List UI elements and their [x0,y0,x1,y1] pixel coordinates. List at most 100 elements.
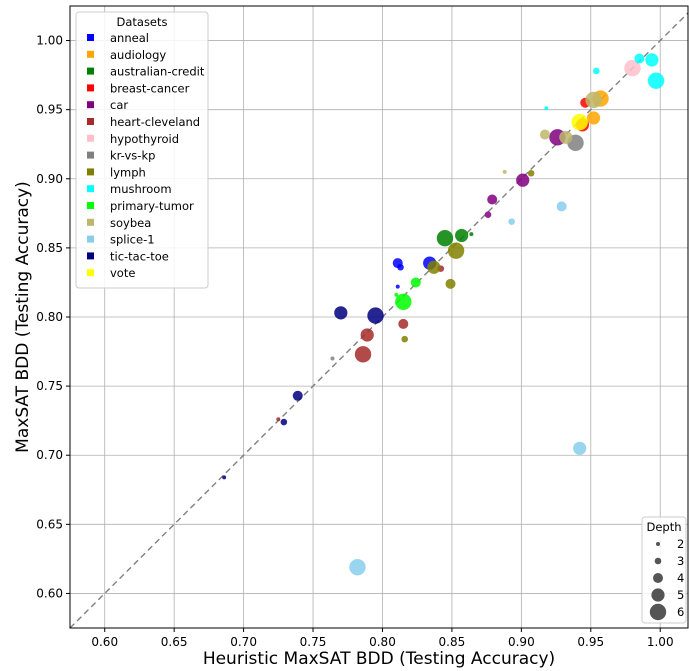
legend-title: Datasets [116,15,167,29]
series-australian-credit [436,228,474,247]
data-point [436,230,454,247]
dataset-legend: Datasets anneal audiology australian-credit… [75,11,209,289]
axis-ticks: 0.60 0.65 0.70 0.75 0.80 0.85 0.90 0.95 1.00 0.60… [36,34,673,649]
data-point [585,91,602,109]
y-tick-label: 0.85 [36,241,63,255]
data-point [573,441,587,455]
series-hypothyroid [624,59,641,77]
legend-marker [87,218,94,226]
data-point [395,293,412,310]
y-tick-label: 0.80 [36,310,63,324]
data-point [401,335,408,343]
legend-label: lymph [110,165,146,179]
data-point [571,113,588,131]
data-point [410,277,421,288]
data-point [394,292,399,297]
data-point [455,228,469,243]
y-tick-label: 0.95 [36,103,63,117]
data-point [334,306,348,320]
x-tick-label: 0.80 [369,635,396,649]
x-tick-label: 0.85 [439,635,466,649]
data-point [593,67,600,75]
x-tick-label: 0.65 [161,635,188,649]
y-tick-label: 0.75 [36,379,63,393]
data-point [516,173,530,187]
series-lymph [401,169,535,343]
data-point [469,232,474,237]
data-point [484,211,492,219]
legend-label: tic-tac-toe [110,249,169,263]
data-point [349,558,366,576]
x-tick-label: 0.95 [577,635,604,649]
y-axis-label: MaxSAT BDD (Testing Accuracy) [13,181,33,453]
y-tick-label: 0.70 [36,448,63,462]
data-point [445,278,456,289]
depth-legend-marker [653,573,663,583]
legend-marker [87,34,94,41]
depth-legend-marker [654,557,662,565]
data-points [222,53,665,576]
data-point [367,307,384,324]
series-primary-tumor [394,277,421,310]
x-tick-label: 0.60 [91,635,118,649]
legend-label: australian-credit [110,65,205,79]
legend-label: mushroom [110,182,172,196]
data-point [647,72,665,89]
legend-label: car [110,98,128,112]
series-mushroom [544,53,665,111]
legend-marker [87,235,94,243]
legend-marker [87,252,94,260]
legend-label: anneal [110,31,149,45]
data-point [360,328,374,342]
series-tic-tac-toe [222,306,384,480]
legend-label: audiology [110,48,166,62]
legend-marker [87,84,94,92]
series-soybea [502,91,602,174]
data-point [586,111,601,125]
legend-label: heart-cleveland [110,115,200,129]
data-point [330,356,335,361]
data-point [559,130,573,144]
x-tick-label: 0.75 [300,635,327,649]
data-point [556,201,567,212]
x-axis-label: Heuristic MaxSAT BDD (Testing Accuracy) [203,649,555,669]
legend-marker [87,67,94,75]
legend-label: hypothyroid [110,132,179,146]
depth-legend-marker [656,542,660,546]
legend-label: soybea [110,216,151,230]
legend-marker [87,185,94,193]
legend-marker [87,134,94,142]
data-point [624,59,641,77]
x-tick-label: 0.90 [508,635,535,649]
data-point [447,242,465,259]
x-tick-label: 0.70 [230,635,257,649]
legend-label: breast-cancer [110,81,190,95]
data-point [395,284,400,289]
data-point [292,390,303,401]
legend-marker [87,118,94,125]
legend-marker [87,269,94,277]
data-point [222,475,227,480]
data-point [527,169,535,177]
data-point [539,129,550,140]
data-point [544,106,549,111]
data-point [487,194,498,205]
depth-legend-marker [649,603,667,621]
legend-marker [87,101,94,109]
depth-legend-label: 6 [677,605,684,619]
data-point [398,318,409,329]
depth-legend-label: 3 [677,554,684,568]
y-tick-label: 0.65 [36,517,63,531]
data-point [634,53,645,64]
depth-legend-label: 4 [677,571,684,585]
data-point [508,218,515,225]
depth-legend-marker [651,588,665,602]
data-point [502,169,507,174]
series-vote [571,113,588,131]
legend-marker [87,50,94,58]
legend-marker [87,202,94,209]
data-point [280,418,288,426]
legend-box [75,11,209,289]
y-tick-label: 0.90 [36,172,63,186]
